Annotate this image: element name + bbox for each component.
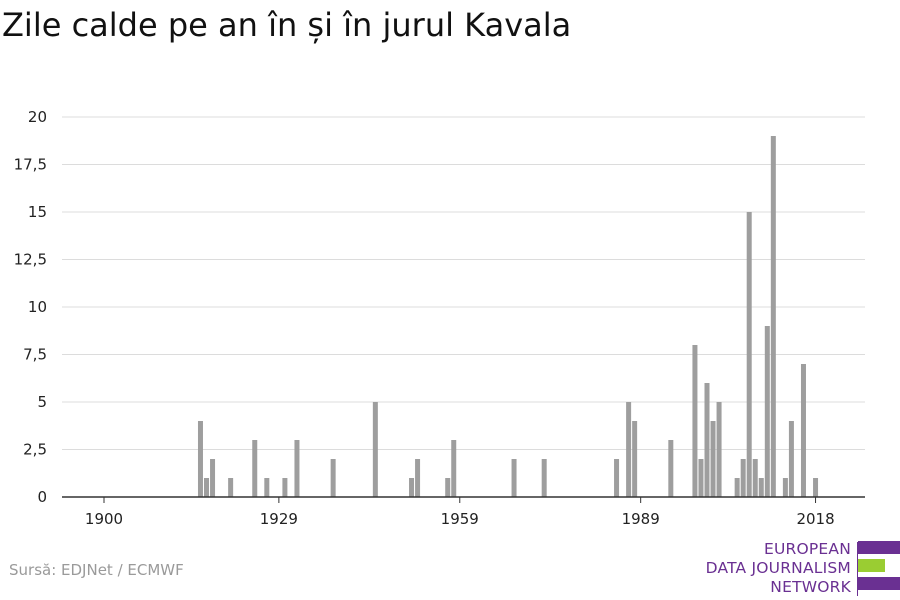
bar	[716, 402, 722, 497]
bar	[770, 136, 776, 497]
y-tick-label: 10	[28, 298, 47, 316]
x-tick-label: 2018	[796, 510, 834, 528]
x-tick-label: 1989	[622, 510, 660, 528]
logo-text: EUROPEAN DATA JOURNALISM NETWORK	[706, 540, 851, 597]
source-note: Sursă: EDJNet / ECMWF	[9, 561, 184, 579]
bar	[204, 478, 210, 497]
bar	[415, 459, 421, 497]
y-axis: 0 2,5 5 7,5 10 12,5 15 17,5 20	[14, 108, 47, 506]
bar	[445, 478, 451, 497]
y-tick-label: 20	[28, 108, 47, 126]
bar	[710, 421, 716, 497]
bar	[451, 440, 457, 497]
bar	[252, 440, 258, 497]
bar	[740, 459, 746, 497]
bar	[800, 364, 806, 497]
bar	[541, 459, 547, 497]
bar	[294, 440, 300, 497]
bar	[788, 421, 794, 497]
bars	[197, 136, 819, 497]
bar	[698, 459, 704, 497]
chart-title: Zile calde pe an în și în jurul Kavala	[2, 6, 572, 44]
bar	[228, 478, 234, 497]
bar	[704, 383, 710, 497]
x-axis: 1900 1929 1959 1989 2018	[85, 497, 835, 528]
bar	[282, 478, 288, 497]
bar	[668, 440, 674, 497]
bar	[330, 459, 336, 497]
bar	[752, 459, 758, 497]
x-tick-label: 1959	[441, 510, 479, 528]
bar	[734, 478, 740, 497]
bar	[746, 212, 752, 497]
logo-bar-purple-bottom	[858, 577, 900, 590]
bar	[197, 421, 203, 497]
y-tick-label: 7,5	[23, 346, 47, 364]
bar	[210, 459, 216, 497]
y-tick-label: 17,5	[14, 156, 47, 174]
bar	[626, 402, 632, 497]
logo-bar-purple-top	[858, 541, 900, 554]
bar	[372, 402, 378, 497]
bar	[782, 478, 788, 497]
bar	[632, 421, 638, 497]
edjnet-logo: EUROPEAN DATA JOURNALISM NETWORK	[700, 540, 900, 596]
logo-bar-green	[858, 559, 885, 572]
bar	[264, 478, 270, 497]
logo-line-3: NETWORK	[770, 578, 851, 596]
y-tick-label: 5	[37, 393, 47, 411]
gridlines	[62, 116, 865, 450]
x-tick-label: 1929	[260, 510, 298, 528]
logo-line-2: DATA JOURNALISM	[705, 559, 851, 577]
bar	[764, 326, 770, 497]
logo-divider	[857, 542, 858, 596]
bar	[614, 459, 620, 497]
y-tick-label: 2,5	[23, 441, 47, 459]
bar	[511, 459, 517, 497]
y-tick-label: 15	[28, 203, 47, 221]
logo-line-1: EUROPEAN	[763, 540, 851, 558]
bar	[692, 345, 698, 497]
x-tick-label: 1900	[85, 510, 123, 528]
y-tick-label: 12,5	[14, 251, 47, 269]
bar	[409, 478, 415, 497]
bar	[813, 478, 819, 497]
y-tick-label: 0	[37, 488, 47, 506]
bar	[758, 478, 764, 497]
